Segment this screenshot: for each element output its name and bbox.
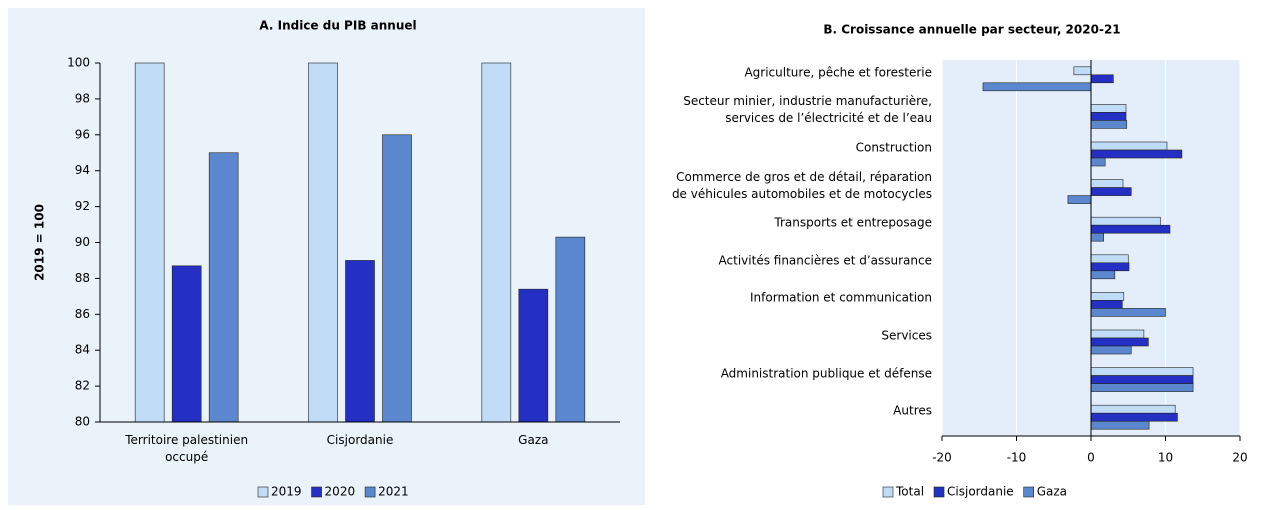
y-tick-label: 82 [75,379,90,393]
bar [481,62,512,423]
bar [555,236,586,423]
legend-swatch [257,486,269,498]
legend-label: 2021 [378,485,409,499]
x-tick-label: -10 [1007,451,1027,465]
chart-title: A. Indice du PIB annuel [259,19,416,33]
bar [1090,187,1132,196]
legend-label: Gaza [1037,485,1067,499]
bar [1090,179,1124,188]
bar [1090,404,1176,414]
bar [1090,120,1128,129]
y-tick-label: 94 [75,163,90,177]
y-tick-label: 80 [75,415,90,429]
bar [345,260,375,423]
bar [1090,420,1150,430]
bar [1090,254,1129,264]
legend-label: 2020 [325,485,356,499]
y-tick-label: 88 [75,271,90,285]
bar [1090,141,1168,151]
bar [1090,367,1194,376]
bar [134,62,165,423]
x-tick-label: 0 [1087,451,1095,465]
legend-label: Cisjordanie [947,485,1014,499]
y-tick-label: 96 [75,127,90,141]
y-tick-label: Transports et entreposage [774,215,932,230]
y-tick-label: Commerce de gros et de détail, réparatio… [671,169,932,201]
bar [1090,74,1114,84]
y-tick-label: Secteur minier, industrie manufacturière… [683,94,932,126]
x-tick-label: 10 [1158,451,1173,465]
bar [1090,345,1132,355]
y-tick-label: Agriculture, pêche et foresterie [744,65,932,80]
bar [1090,270,1116,280]
bar [1090,329,1145,339]
bar [1090,383,1194,392]
y-tick-label: Services [881,328,932,343]
bar [1073,66,1092,76]
legend-swatch [933,486,945,498]
chart-title: B. Croissance annuelle par secteur, 2020… [823,23,1120,37]
bar [1090,262,1130,272]
bar [1090,292,1125,301]
bar [1067,195,1092,204]
chart-a: A. Indice du PIB annuel 2019 = 100 80 82 84 8… [33,19,620,499]
bar [1090,300,1123,309]
y-tick-label: Autres [893,403,932,418]
bar [382,134,412,423]
y-tick-label: 86 [75,307,90,321]
bar [1090,112,1127,121]
y-tick-label: 98 [75,91,90,105]
y-tick-label: Construction [855,140,932,155]
y-tick-label: 90 [75,235,90,249]
bar [1090,412,1178,422]
legend-label: Total [895,485,924,499]
bar [518,288,549,423]
legend-swatch [364,486,376,498]
y-tick-label: 84 [75,343,90,357]
bar [982,82,1092,92]
legend-swatch [311,486,322,498]
x-tick-label: -20 [932,451,952,465]
legend-label: 2019 [271,485,302,499]
legend-swatch [1023,486,1034,498]
bar [208,152,239,423]
bar [1090,224,1171,234]
x-tick-label: Gaza [518,433,549,447]
bar [1090,149,1183,159]
panel-a: A. Indice du PIB annuel 2019 = 100 80 82 84 8… [8,8,645,505]
y-tick-label: Activités financières et d’assurance [718,253,932,268]
bar [1090,375,1194,384]
x-tick-label: Territoire palestinien occupé [125,433,249,464]
bar [171,265,202,423]
bar [1090,216,1161,226]
bar [308,62,338,423]
bar [1090,104,1127,113]
x-tick-label: 20 [1232,451,1247,465]
legend-swatch [882,486,894,498]
y-tick-label: 100 [67,56,90,70]
bar [1090,232,1104,242]
bar [1090,157,1106,167]
bar [1090,337,1149,347]
y-tick-label: 92 [75,199,90,213]
x-tick-label: Cisjordanie [326,433,394,447]
panel-b: B. Croissance annuelle par secteur, 2020… [652,8,1275,505]
y-tick-label: Information et communication [750,290,932,305]
y-tick-label: Administration publique et défense [720,366,932,381]
chart-b: B. Croissance annuelle par secteur, 2020… [823,23,1247,499]
y-axis-label: 2019 = 100 [33,204,47,281]
bar [1090,308,1166,317]
